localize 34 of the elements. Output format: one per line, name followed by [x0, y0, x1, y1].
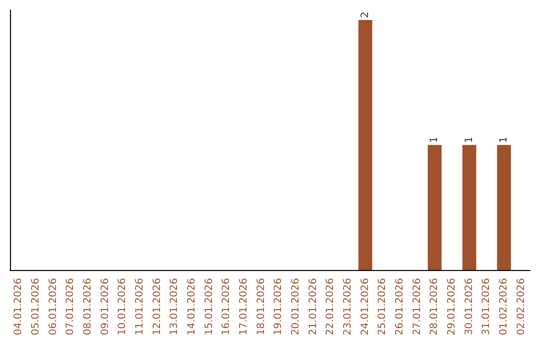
x-tick-label: 20.01.2026 [290, 278, 302, 336]
x-tick-label: 14.01.2026 [186, 278, 198, 336]
x-tick-label: 07.01.2026 [65, 278, 76, 336]
x-tick-label: 15.01.2026 [204, 278, 215, 336]
data-label: 1 [464, 136, 475, 143]
x-tick-label: 21.01.2026 [308, 278, 319, 336]
x-tick-label: 29.01.2026 [446, 278, 458, 336]
x-tick-label: 09.01.2026 [100, 278, 111, 336]
x-tick-label: 30.01.2026 [464, 278, 475, 336]
x-tick-label: 17.01.2026 [238, 278, 250, 336]
x-tick-label: 02.02.2026 [516, 278, 527, 336]
x-tick-label: 18.01.2026 [256, 278, 267, 336]
x-tick-label: 16.01.2026 [221, 278, 232, 336]
x-tick-label: 01.02.2026 [498, 278, 510, 336]
x-tick-label: 28.01.2026 [429, 278, 440, 336]
x-tick-label: 08.01.2026 [82, 278, 94, 336]
x-tick-label: 22.01.2026 [325, 278, 336, 336]
x-tick-label: 27.01.2026 [412, 278, 423, 336]
x-tick-label: 31.01.2026 [481, 278, 492, 336]
data-label: 1 [429, 136, 440, 143]
x-tick-label: 05.01.2026 [30, 278, 42, 336]
x-tick-label: 06.01.2026 [48, 278, 59, 336]
data-label: 2 [360, 12, 371, 18]
x-tick-label: 11.01.2026 [134, 278, 146, 336]
x-tick-label: 23.01.2026 [342, 278, 354, 336]
x-tick-label: 10.01.2026 [117, 278, 128, 336]
x-tick-label: 13.01.2026 [169, 278, 180, 336]
x-tick-label: 19.01.2026 [273, 278, 284, 336]
x-tick-label: 24.01.2026 [360, 278, 371, 336]
x-tick-label: 25.01.2026 [377, 278, 388, 336]
data-label: 1 [498, 136, 510, 143]
x-tick-label: 12.01.2026 [152, 278, 163, 336]
x-tick-label: 04.01.2026 [13, 278, 24, 336]
x-tick-label: 26.01.2026 [394, 278, 406, 336]
